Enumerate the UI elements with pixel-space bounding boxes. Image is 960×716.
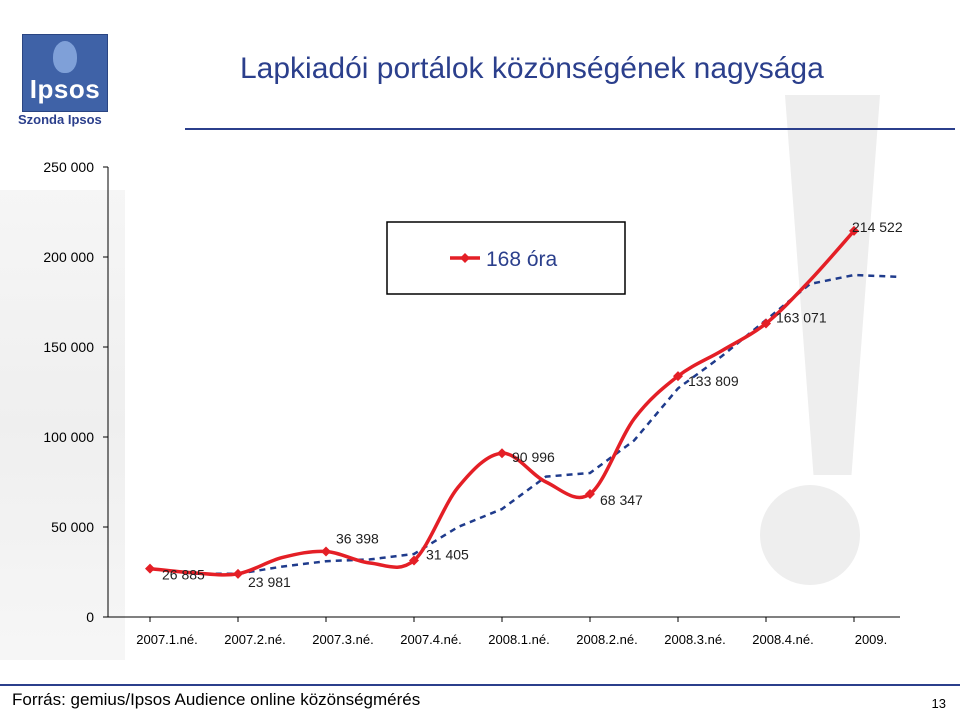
y-tick-label: 100 000 xyxy=(43,429,94,445)
legend-box xyxy=(386,221,626,295)
x-tick-label: 2007.4.né. xyxy=(400,632,461,647)
y-tick-label: 50 000 xyxy=(51,519,94,535)
source-note: Forrás: gemius/Ipsos Audience online köz… xyxy=(12,690,421,709)
series-168-ora-marker xyxy=(849,225,859,236)
x-tick-label: 2008.2.né. xyxy=(576,632,637,647)
series-168-ora-marker xyxy=(409,555,419,566)
x-tick-label: 2007.3.né. xyxy=(312,632,373,647)
series-168-ora-marker xyxy=(673,371,683,382)
y-tick-label: 250 000 xyxy=(43,159,94,175)
page-title: Lapkiadói portálok közönségének nagysága xyxy=(240,52,824,85)
data-label: 26 885 xyxy=(162,567,205,583)
series-168-ora-marker xyxy=(761,318,771,329)
x-tick-label: 2009. xyxy=(855,632,888,647)
chart-axes: 0 50 000 100 000 150 000 200 000 250 000 2007.… xyxy=(43,159,900,647)
series-168-ora-marker xyxy=(321,546,331,557)
footer-divider xyxy=(0,684,960,686)
ipsos-logo: Ipsos xyxy=(22,34,108,112)
chart-legend: 168 óra xyxy=(386,221,626,295)
data-label: 163 071 xyxy=(776,309,827,325)
y-tick-label: 150 000 xyxy=(43,339,94,355)
line-chart: 0 50 000 100 000 150 000 200 000 250 000 2007.… xyxy=(43,159,903,647)
page-number: 13 xyxy=(931,696,946,711)
data-label: 214 522 xyxy=(852,219,903,235)
brand-name: Szonda Ipsos xyxy=(18,112,102,127)
data-label: 133 809 xyxy=(688,373,739,389)
x-tick-label: 2008.4.né. xyxy=(752,632,813,647)
y-tick-label: 200 000 xyxy=(43,249,94,265)
series-168-ora-marker xyxy=(145,563,155,574)
chart-series: 26 885 23 981 36 398 31 405 90 996 68 347 133 … xyxy=(145,219,903,590)
left-decoration-collage xyxy=(0,190,125,660)
legend-entry-label: 168 óra xyxy=(486,248,558,271)
series-168-ora-marker xyxy=(497,448,507,459)
data-label: 36 398 xyxy=(336,530,379,546)
data-label: 68 347 xyxy=(600,492,643,508)
x-tick-label: 2007.1.né. xyxy=(136,632,197,647)
logo-text: Ipsos xyxy=(29,74,101,104)
data-label: 90 996 xyxy=(512,449,555,465)
title-divider xyxy=(185,128,955,130)
logo-head-icon xyxy=(53,41,77,73)
y-tick-label: 0 xyxy=(86,609,94,625)
data-label: 23 981 xyxy=(248,574,291,590)
series-168-ora-marker xyxy=(233,568,243,579)
exclamation-dot-decoration xyxy=(760,485,860,585)
data-label: 31 405 xyxy=(426,546,469,562)
legend-swatch-marker xyxy=(460,253,470,263)
x-tick-label: 2007.2.né. xyxy=(224,632,285,647)
x-tick-label: 2008.3.né. xyxy=(664,632,725,647)
x-tick-label: 2008.1.né. xyxy=(488,632,549,647)
series-168-ora-marker xyxy=(585,488,595,499)
series-dashed-line xyxy=(149,273,899,576)
